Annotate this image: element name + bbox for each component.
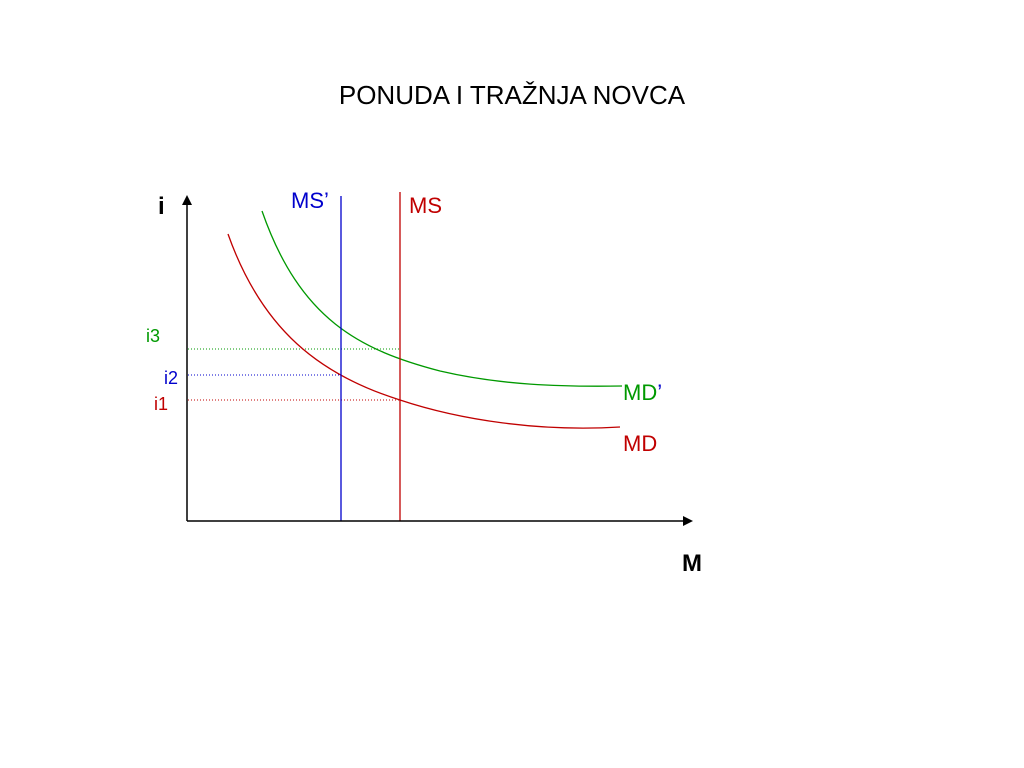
md-label: MD [623, 431, 657, 456]
md-prime-label-mark: ’ [657, 380, 662, 405]
md-curve [227, 233, 621, 429]
x-axis-label: M [682, 550, 702, 577]
md-prime-curve [261, 210, 623, 387]
md-prime-label-text: MD [623, 380, 657, 405]
i2-label: i2 [164, 368, 178, 388]
slide-title: PONUDA I TRAŽNJA NOVCA [338, 80, 686, 110]
i1-label: i1 [154, 394, 168, 414]
y-axis-label: i [158, 193, 165, 220]
md-prime-label: MD’ [623, 380, 662, 405]
i3-label: i3 [146, 326, 160, 346]
ms-prime-label: MS’ [291, 188, 329, 213]
ms-label: MS [409, 193, 442, 218]
